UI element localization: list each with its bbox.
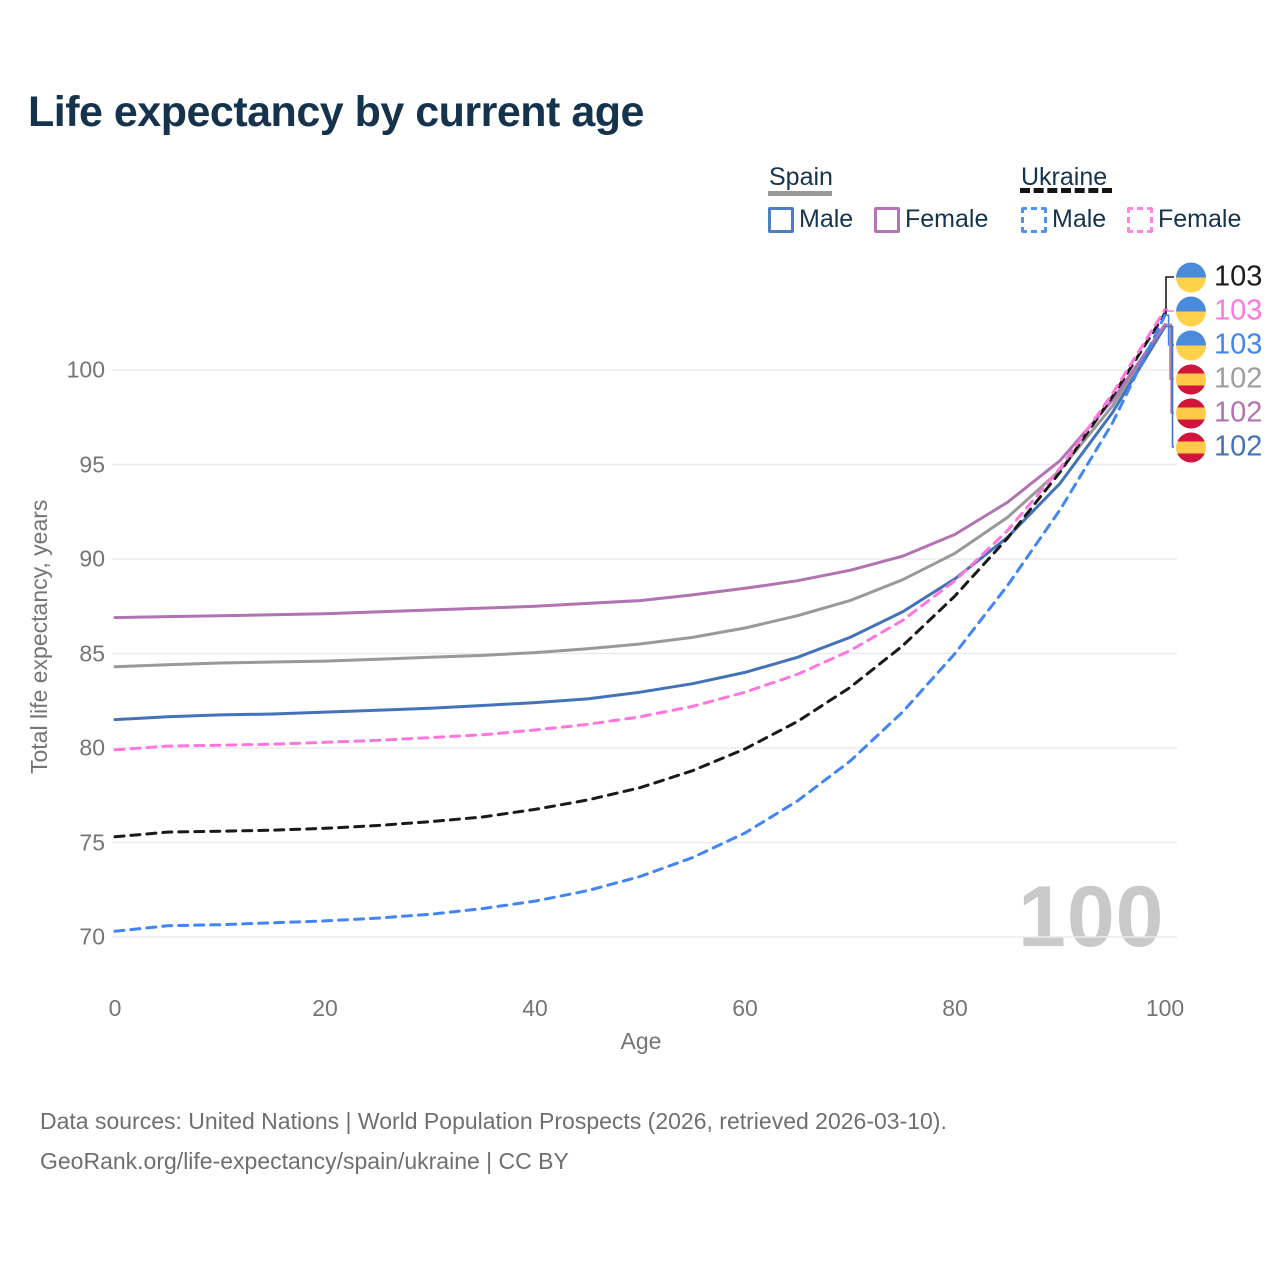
spain-flag-icon [1176, 398, 1206, 428]
series-line-spain-female[interactable] [113, 323, 1167, 620]
end-label-row-ukraine-male: 103 [1176, 329, 1262, 362]
end-value-label: 102 [1214, 396, 1263, 429]
end-label-connector-ukraine-female [1165, 308, 1174, 312]
ukraine-male-label: Male [1052, 205, 1107, 233]
x-tick-20: 20 [312, 995, 338, 1021]
ukraine-flag-icon [1176, 296, 1206, 326]
end-label-row-ukraine-female: 103 [1176, 295, 1262, 328]
y-tick-70: 70 [79, 923, 105, 950]
series-line-spain[interactable] [113, 323, 1167, 669]
y-tick-85: 85 [79, 640, 105, 666]
legend-spain-header[interactable]: Spain [769, 163, 833, 191]
footer-url-line: GeoRank.org/life-expectancy/spain/ukrain… [40, 1148, 569, 1174]
y-tick-90: 90 [79, 545, 105, 572]
legend-item-ukraine-male[interactable]: Male [1021, 205, 1106, 234]
legend-ukraine-dashed-line-sample [1020, 188, 1112, 193]
series-line-ukraine[interactable] [113, 311, 1167, 839]
x-tick-100: 100 [1145, 995, 1185, 1021]
x-tick-60: 60 [732, 995, 758, 1021]
legend-spain-solid-line-sample [768, 191, 832, 196]
end-value-label: 102 [1214, 362, 1263, 395]
x-axis-title: Age [620, 1028, 662, 1054]
legend-item-ukraine-female[interactable]: Female [1127, 205, 1241, 234]
y-tick-95: 95 [79, 451, 105, 477]
y-tick-75: 75 [79, 829, 105, 855]
end-value-label: 103 [1214, 328, 1263, 361]
ukraine-flag-icon [1176, 330, 1206, 360]
spain-flag-icon [1176, 432, 1206, 462]
end-label-connector-ukraine [1165, 276, 1174, 315]
spain-female-checkbox[interactable] [874, 206, 900, 233]
series-line-ukraine-female[interactable] [113, 308, 1167, 752]
x-tick-40: 40 [522, 995, 548, 1021]
series-line-spain-male[interactable] [113, 325, 1167, 722]
end-label-row-spain-male: 102 [1176, 431, 1262, 464]
ukraine-flag-icon [1176, 262, 1206, 292]
legend-item-spain-female[interactable]: Female [874, 205, 988, 234]
ukraine-male-checkbox[interactable] [1021, 206, 1047, 233]
age-watermark: 100 [1018, 869, 1165, 965]
spain-flag-icon [1176, 364, 1206, 394]
spain-male-checkbox[interactable] [768, 206, 794, 233]
end-value-label: 102 [1214, 430, 1263, 463]
end-label-row-ukraine: 103 [1176, 261, 1262, 294]
y-tick-100: 100 [66, 356, 105, 383]
end-value-label: 103 [1214, 294, 1263, 327]
end-label-row-spain: 102 [1176, 363, 1262, 396]
x-tick-80: 80 [942, 995, 968, 1021]
spain-male-label: Male [799, 205, 854, 233]
page-title: Life expectancy by current age [28, 88, 644, 136]
y-tick-80: 80 [79, 734, 105, 761]
legend-ukraine-header[interactable]: Ukraine [1021, 163, 1108, 191]
x-tick-0: 0 [108, 995, 122, 1021]
series-line-ukraine-male[interactable] [113, 313, 1167, 933]
ukraine-female-checkbox[interactable] [1127, 206, 1153, 233]
y-axis-title: Total life expectancy, years [26, 499, 52, 774]
ukraine-female-label: Female [1158, 205, 1242, 233]
end-value-label: 103 [1214, 260, 1263, 293]
end-label-row-spain-female: 102 [1176, 397, 1262, 430]
spain-female-label: Female [905, 205, 989, 233]
end-label-connector-spain-male [1165, 325, 1174, 448]
footer-source-line: Data sources: United Nations | World Pop… [40, 1108, 947, 1134]
legend-item-spain-male[interactable]: Male [768, 205, 853, 234]
